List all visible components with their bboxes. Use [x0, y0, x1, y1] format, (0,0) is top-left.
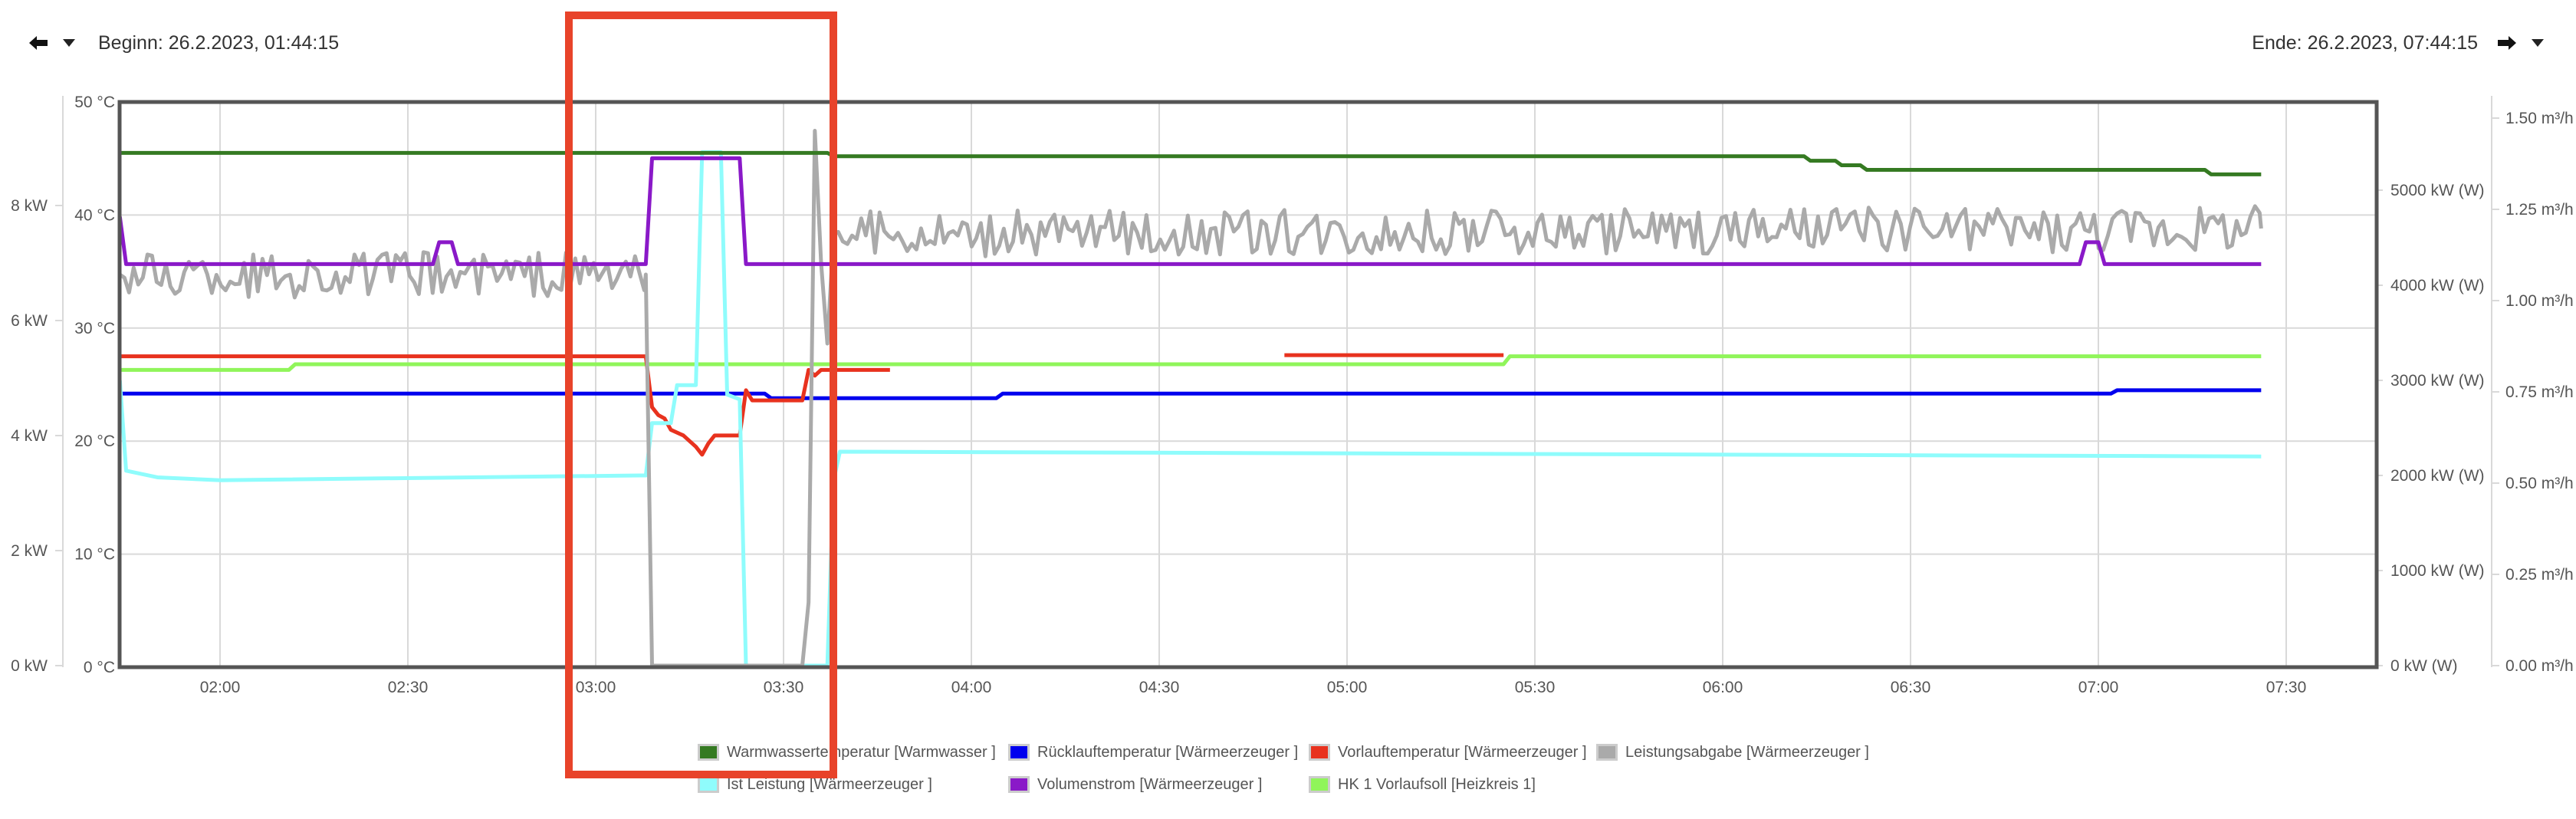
header-begin: Beginn: 26.2.2023, 01:44:15	[23, 28, 353, 58]
legend-swatch	[1596, 744, 1618, 761]
svg-text:06:00: 06:00	[1703, 679, 1743, 696]
svg-text:4000 kW (W): 4000 kW (W)	[2390, 277, 2485, 294]
svg-text:2000 kW (W): 2000 kW (W)	[2390, 467, 2485, 485]
svg-text:1.25 m³/h: 1.25 m³/h	[2505, 201, 2574, 219]
arrow-left-icon[interactable]	[23, 28, 54, 58]
svg-text:10 °C: 10 °C	[74, 546, 115, 564]
svg-text:4 kW: 4 kW	[11, 427, 48, 445]
caret-down-icon[interactable]	[2522, 28, 2553, 58]
legend-item-volumenstrom[interactable]: Volumenstrom [Wärmeerzeuger ]	[1008, 776, 1309, 794]
header-end: Ende: 26.2.2023, 07:44:15	[2238, 28, 2553, 58]
legend-swatch	[698, 776, 719, 793]
plot-border	[117, 100, 2379, 669]
svg-text:30 °C: 30 °C	[74, 320, 115, 337]
legend-item-hk1-vorlaufsoll[interactable]: HK 1 Vorlaufsoll [Heizkreis 1]	[1309, 776, 1536, 794]
svg-text:0 °C: 0 °C	[84, 659, 115, 676]
legend-item-vorlauf[interactable]: Vorlauftemperatur [Wärmeerzeuger ]	[1309, 744, 1596, 761]
svg-text:2 kW: 2 kW	[11, 542, 48, 560]
series-lines	[117, 129, 2263, 668]
svg-text:0.50 m³/h: 0.50 m³/h	[2505, 475, 2574, 492]
legend-row-2: Ist Leistung [Wärmeerzeuger ] Volumenstr…	[698, 768, 1869, 801]
svg-text:1.50 m³/h: 1.50 m³/h	[2505, 110, 2574, 127]
legend-swatch	[1309, 744, 1330, 761]
svg-text:05:00: 05:00	[1327, 679, 1368, 696]
legend-item-leistungsabgabe[interactable]: Leistungsabgabe [Wärmeerzeuger ]	[1596, 744, 1869, 761]
svg-text:8 kW: 8 kW	[11, 197, 48, 215]
svg-text:1000 kW (W): 1000 kW (W)	[2390, 562, 2485, 580]
svg-text:5000 kW (W): 5000 kW (W)	[2390, 182, 2485, 199]
svg-text:02:30: 02:30	[388, 679, 429, 696]
begin-label: Beginn: 26.2.2023, 01:44:15	[98, 31, 340, 54]
legend-row-1: Warmwassertemperatur [Warmwasser ] Rückl…	[698, 736, 1869, 768]
legend-item-ruecklauf[interactable]: Rücklauftemperatur [Wärmeerzeuger ]	[1008, 744, 1309, 761]
grid-lines	[120, 102, 2377, 667]
svg-text:3000 kW (W): 3000 kW (W)	[2390, 372, 2485, 390]
svg-text:05:30: 05:30	[1515, 679, 1556, 696]
axes: 02:00 02:30 03:00 03:30 04:00 04:30 05:00 05:30…	[11, 94, 2574, 696]
svg-text:0.25 m³/h: 0.25 m³/h	[2505, 566, 2574, 584]
svg-text:06:30: 06:30	[1891, 679, 1931, 696]
svg-text:20 °C: 20 °C	[74, 433, 115, 450]
legend-swatch	[1008, 776, 1030, 793]
legend-item-ist-leistung[interactable]: Ist Leistung [Wärmeerzeuger ]	[698, 776, 1008, 794]
svg-text:03:30: 03:30	[764, 679, 804, 696]
legend-item-warmwasser[interactable]: Warmwassertemperatur [Warmwasser ]	[698, 744, 1008, 761]
legend: Warmwassertemperatur [Warmwasser ] Rückl…	[698, 736, 1869, 801]
arrow-right-icon[interactable]	[2492, 28, 2522, 58]
legend-swatch	[1008, 744, 1030, 761]
svg-text:1.00 m³/h: 1.00 m³/h	[2505, 292, 2574, 310]
svg-text:07:30: 07:30	[2266, 679, 2307, 696]
svg-text:07:00: 07:00	[2078, 679, 2119, 696]
svg-text:0 kW (W): 0 kW (W)	[2390, 657, 2457, 675]
svg-text:0.75 m³/h: 0.75 m³/h	[2505, 383, 2574, 401]
svg-text:50 °C: 50 °C	[74, 94, 115, 111]
svg-text:02:00: 02:00	[200, 679, 241, 696]
svg-text:40 °C: 40 °C	[74, 206, 115, 224]
svg-text:04:30: 04:30	[1139, 679, 1180, 696]
svg-text:6 kW: 6 kW	[11, 312, 48, 330]
svg-text:03:00: 03:00	[576, 679, 616, 696]
legend-swatch	[1309, 776, 1330, 793]
end-label: Ende: 26.2.2023, 07:44:15	[2252, 31, 2478, 54]
legend-swatch	[698, 744, 719, 761]
caret-down-icon[interactable]	[54, 28, 84, 58]
svg-text:0 kW: 0 kW	[11, 657, 48, 675]
svg-text:04:00: 04:00	[951, 679, 992, 696]
svg-text:0.00 m³/h: 0.00 m³/h	[2505, 657, 2574, 675]
